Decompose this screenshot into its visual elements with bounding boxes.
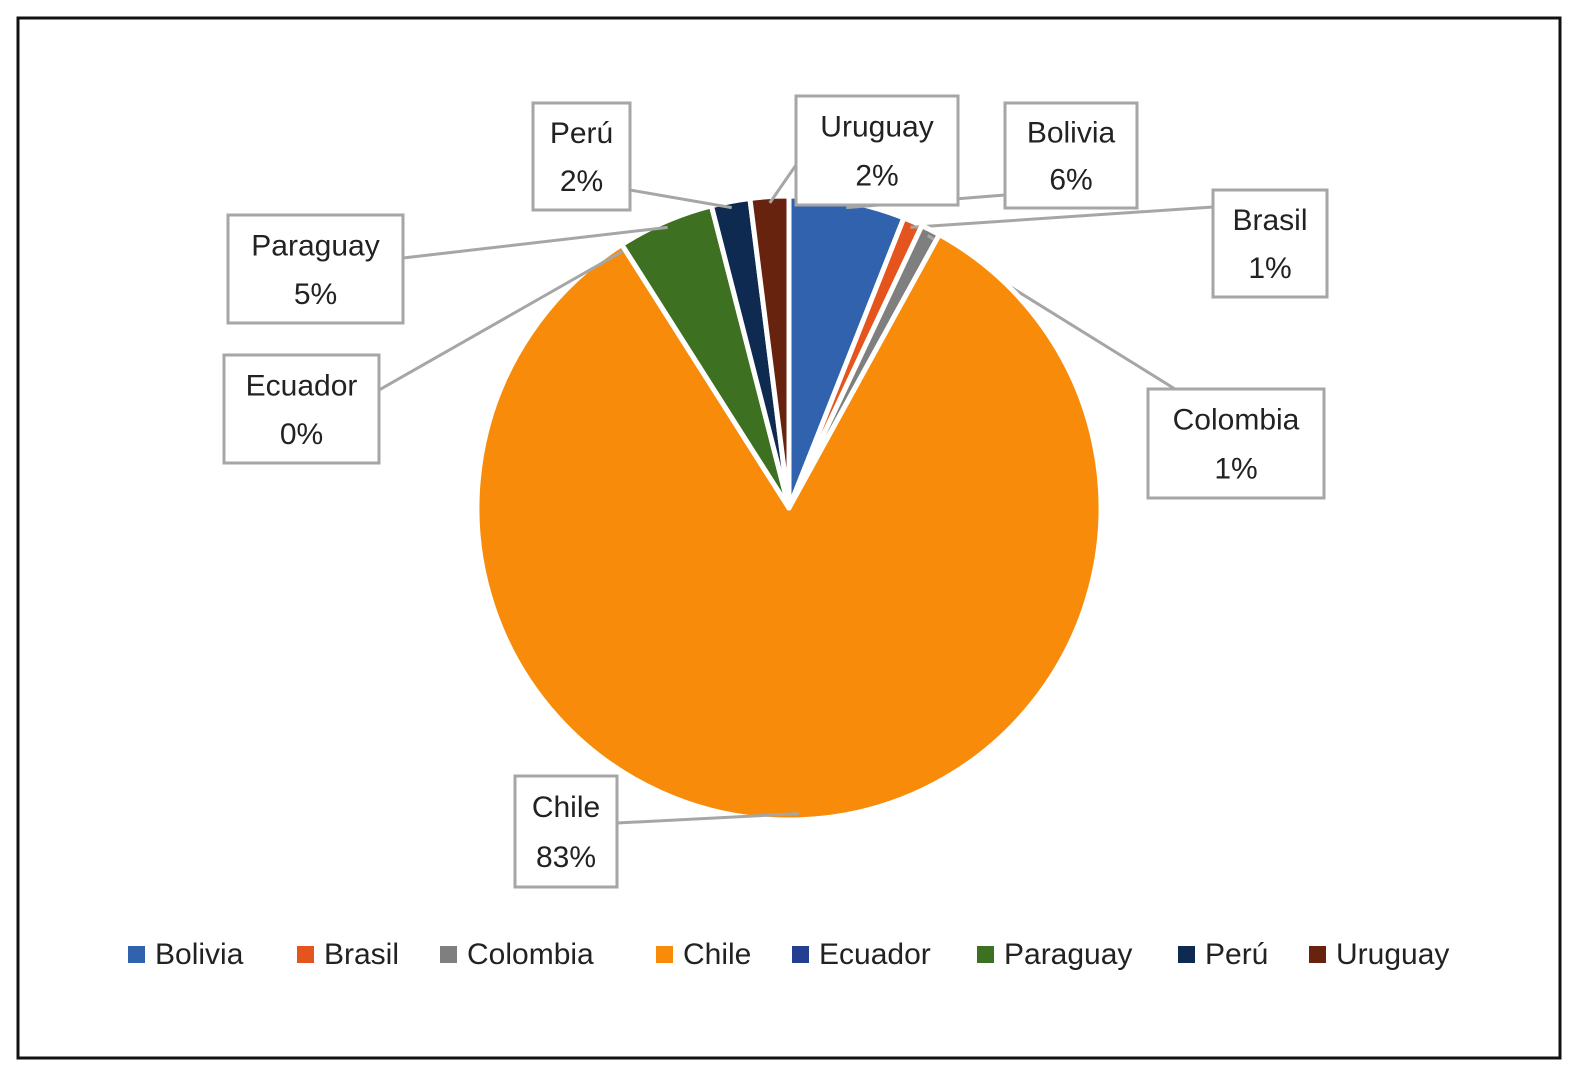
legend-swatch xyxy=(656,946,673,963)
leader-line xyxy=(402,225,668,260)
slice-label: Paraguay xyxy=(251,229,379,262)
slice-value-label: 83% xyxy=(536,841,596,874)
legend-label: Bolivia xyxy=(155,938,244,971)
pie-slice xyxy=(474,232,1104,823)
label-box xyxy=(222,353,381,465)
leader-line xyxy=(629,188,732,210)
leader-line xyxy=(378,248,626,392)
slice-value-label: 2% xyxy=(560,165,603,198)
slice-label: Chile xyxy=(532,791,600,824)
slice-label: Colombia xyxy=(1173,404,1300,437)
legend-label: Brasil xyxy=(324,938,399,971)
pie-slice xyxy=(747,193,792,511)
label-box xyxy=(513,774,619,889)
leader-line xyxy=(910,205,1214,229)
label-box xyxy=(1211,188,1329,299)
legend-swatch xyxy=(1309,946,1326,963)
slice-value-label: 5% xyxy=(294,278,337,311)
slice-value-label: 0% xyxy=(280,418,323,451)
slice-value-label: 1% xyxy=(1248,252,1291,285)
leader-line xyxy=(768,164,798,204)
slice-label: Bolivia xyxy=(1027,116,1116,149)
label-box xyxy=(1003,101,1139,210)
slice-label: Brasil xyxy=(1232,204,1307,237)
slice-label: Perú xyxy=(550,117,613,150)
label-box xyxy=(226,213,405,325)
legend-label: Ecuador xyxy=(819,938,931,971)
label-box xyxy=(794,94,960,207)
legend-swatch xyxy=(128,946,145,963)
legend-label: Perú xyxy=(1205,938,1268,971)
legend-label: Uruguay xyxy=(1336,938,1449,971)
legend-swatch xyxy=(297,946,314,963)
legend-label: Colombia xyxy=(467,938,594,971)
legend-swatch xyxy=(977,946,994,963)
slice-label: Uruguay xyxy=(820,111,933,144)
legend-swatch xyxy=(1178,946,1195,963)
slice-value-label: 2% xyxy=(855,160,898,193)
legend-label: Chile xyxy=(683,938,751,971)
legend-swatch xyxy=(792,946,809,963)
slice-value-label: 1% xyxy=(1214,453,1257,486)
label-box xyxy=(1146,387,1326,500)
legend-swatch xyxy=(440,946,457,963)
leader-line xyxy=(616,812,799,825)
slice-label: Ecuador xyxy=(246,369,358,402)
legend-label: Paraguay xyxy=(1004,938,1132,971)
label-box xyxy=(531,101,632,212)
slice-value-label: 6% xyxy=(1049,164,1092,197)
